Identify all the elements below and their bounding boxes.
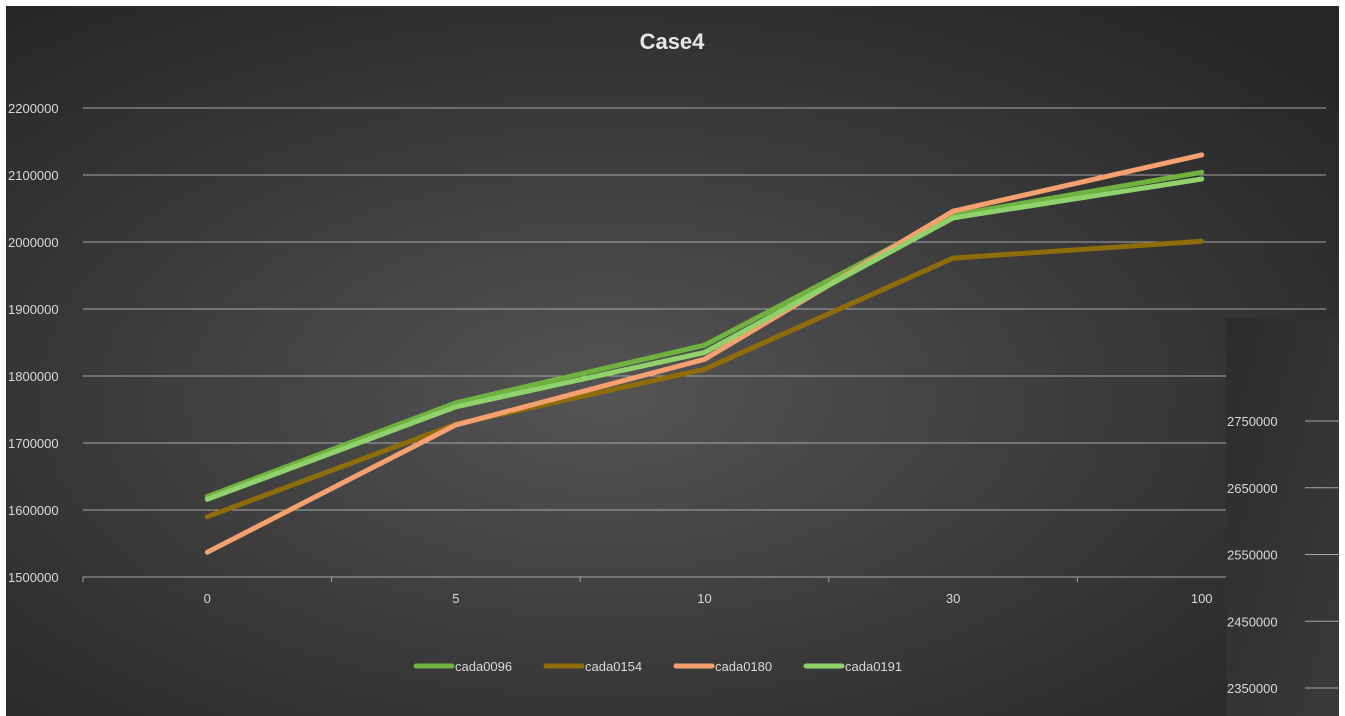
main-y-tick-labels: 1500000 1600000 1700000 1800000 1900000 20000… (8, 101, 59, 585)
main-series-lines (204, 152, 1205, 555)
series-line-cada0096 (204, 169, 1205, 500)
x-tick-label: 100 (1191, 591, 1213, 606)
x-tick-label: 30 (946, 591, 960, 606)
legend-label-cada0180: cada0180 (715, 659, 772, 674)
y-tick-label: 2100000 (8, 168, 59, 183)
y-tick-label: 2200000 (8, 101, 59, 116)
series-line-cada0154 (204, 238, 1205, 520)
legend-label-cada0191: cada0191 (845, 659, 902, 674)
y-tick-label: 2000000 (8, 235, 59, 250)
legend-label-cada0154: cada0154 (585, 659, 642, 674)
y-tick-label: 1600000 (8, 503, 59, 518)
legend: cada0096 cada0154 cada0180 cada0191 (413, 659, 902, 674)
x-tick-label: 10 (697, 591, 711, 606)
inset-y-tick-label: 2450000 (1227, 614, 1278, 629)
series-line-cada0191 (204, 176, 1205, 502)
x-tick-label: 5 (452, 591, 459, 606)
inset-y-tick-label: 2650000 (1227, 481, 1278, 496)
legend-label-cada0096: cada0096 (455, 659, 512, 674)
series-line-cada0180 (204, 152, 1205, 555)
chart-title: Case4 (640, 29, 706, 54)
inset-y-tick-label: 2750000 (1227, 414, 1278, 429)
main-x-tick-labels: 0 5 10 30 100 (204, 591, 1213, 606)
x-tick-label: 0 (204, 591, 211, 606)
inset-gridlines (1305, 420, 1339, 689)
y-tick-label: 1900000 (8, 302, 59, 317)
inset-y-tick-label: 2350000 (1227, 681, 1278, 696)
inset-chart-background (1226, 318, 1339, 716)
inset-y-tick-labels: 2350000 2450000 2550000 2650000 2750000 (1227, 414, 1278, 696)
y-tick-label: 1800000 (8, 369, 59, 384)
y-tick-label: 1700000 (8, 436, 59, 451)
inset-y-tick-label: 2550000 (1227, 548, 1278, 563)
y-tick-label: 1500000 (8, 570, 59, 585)
